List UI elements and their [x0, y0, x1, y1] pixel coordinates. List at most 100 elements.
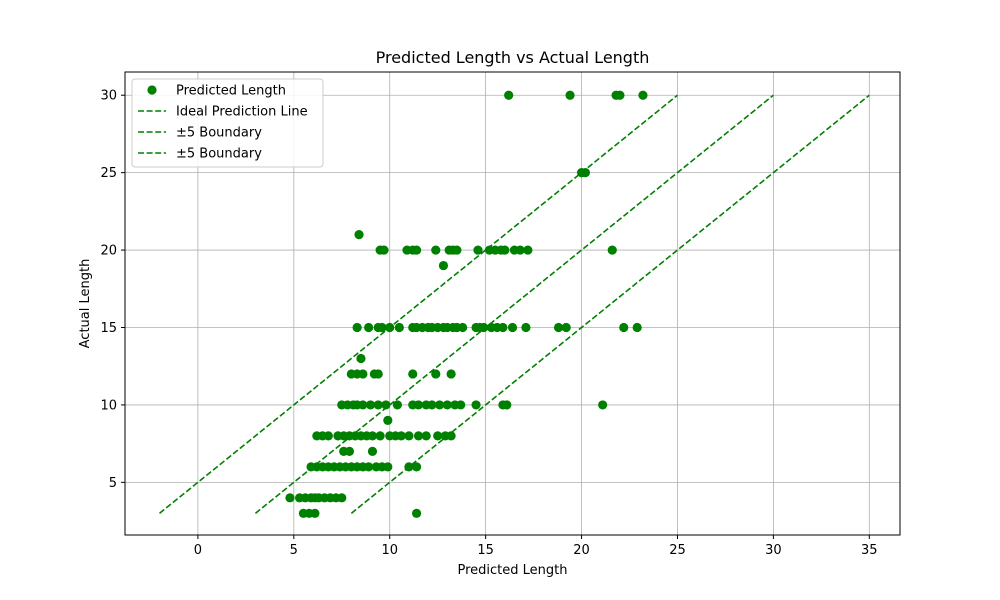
scatter-point	[580, 168, 590, 178]
scatter-point	[523, 245, 533, 255]
scatter-point	[367, 446, 378, 456]
legend-label: Ideal Prediction Line	[176, 105, 308, 120]
scatter-point	[310, 508, 320, 518]
x-axis-label: Predicted Length	[458, 563, 568, 578]
scatter-point	[408, 369, 418, 379]
x-tick-label: 30	[765, 543, 782, 558]
x-tick-label: 10	[381, 543, 398, 558]
x-tick-label: 20	[573, 543, 590, 558]
legend-box	[131, 78, 324, 168]
scatter-point	[365, 400, 376, 410]
x-tick-label: 15	[477, 543, 494, 558]
scatter-point	[358, 400, 368, 410]
scatter-point	[352, 322, 362, 333]
series-layer	[159, 90, 870, 518]
scatter-point	[431, 369, 441, 379]
scatter-point	[561, 322, 571, 333]
y-tick-label: 30	[100, 89, 117, 104]
scatter-point	[364, 322, 374, 333]
y-tick-label: 15	[100, 321, 117, 336]
y-tick-label: 5	[109, 476, 117, 491]
series-line-1	[254, 94, 774, 514]
x-tick-label: 0	[194, 543, 202, 558]
plot-frame	[124, 71, 901, 536]
scatter-point	[413, 400, 424, 410]
scatter-point	[413, 431, 424, 441]
y-tick-label: 10	[100, 398, 117, 413]
scatter-point	[356, 353, 366, 364]
scatter-point	[337, 493, 347, 503]
scatter-point	[404, 462, 414, 472]
scatter-point	[358, 369, 368, 379]
legend-label: ±5 Boundary	[176, 147, 262, 162]
scatter-point	[458, 322, 468, 333]
legend-marker	[147, 85, 157, 95]
y-axis-ticks: 5 10 15 20 25 30	[100, 89, 125, 491]
scatter-point	[442, 400, 452, 410]
y-axis-label: Actual Length	[78, 259, 93, 349]
scatter-point	[385, 322, 395, 333]
x-tick-label: 5	[290, 543, 298, 558]
scatter-point	[507, 322, 518, 333]
scatter-point	[479, 322, 489, 333]
scatter-point	[607, 245, 617, 255]
scatter-point	[504, 90, 514, 100]
scatter-point	[323, 431, 333, 441]
scatter-point	[438, 260, 449, 271]
scatter-point	[379, 245, 389, 255]
series-line-2	[159, 94, 678, 514]
scatter-point	[354, 229, 364, 240]
scatter-point	[373, 400, 383, 410]
x-tick-label: 35	[861, 543, 878, 558]
scatter-point	[377, 322, 387, 333]
scatter-point	[473, 245, 483, 255]
scatter-point	[615, 90, 625, 100]
scatter-point	[421, 431, 431, 441]
scatter-point	[502, 400, 512, 410]
x-tick-label: 25	[669, 543, 686, 558]
scatter-point	[285, 493, 295, 503]
scatter-point	[446, 369, 456, 379]
scatter-point	[431, 245, 441, 255]
chart-title: Predicted Length vs Actual Length	[376, 48, 650, 67]
scatter-point	[367, 431, 378, 441]
scatter-point	[344, 446, 355, 456]
scatter-point	[446, 431, 456, 441]
scatter-point	[498, 322, 508, 333]
legend-label: ±5 Boundary	[176, 126, 262, 141]
scatter-point	[375, 431, 385, 441]
scatter-point	[515, 245, 525, 255]
scatter-point	[373, 369, 383, 379]
scatter-point	[433, 431, 443, 441]
scatter-point	[619, 322, 629, 333]
scatter-point	[394, 322, 404, 333]
series-line-3	[350, 94, 870, 514]
scatter-point	[383, 415, 393, 426]
scatter-point	[471, 400, 481, 410]
scatter-point	[383, 462, 393, 472]
x-axis-ticks: 0 5 10 15 20 25 30 35	[194, 535, 878, 558]
scatter-point	[411, 245, 422, 255]
scatter-point	[427, 400, 437, 410]
scatter-point	[632, 322, 642, 333]
scatter-point	[565, 90, 575, 100]
scatter-point	[553, 322, 564, 333]
scatter-point	[638, 90, 648, 100]
scatter-point	[411, 508, 422, 518]
y-tick-label: 25	[100, 166, 117, 181]
scatter-point	[364, 462, 374, 472]
scatter-point	[452, 245, 462, 255]
legend-label: Predicted Length	[176, 84, 286, 99]
scatter-point	[435, 400, 445, 410]
y-tick-label: 20	[100, 244, 117, 259]
scatter-point	[396, 431, 406, 441]
scatter-point	[411, 462, 422, 472]
legend: Predicted Length Ideal Prediction Line ±5 …	[131, 78, 324, 168]
scatter-point	[381, 400, 391, 410]
scatter-point	[456, 400, 466, 410]
scatter-point	[392, 400, 403, 410]
scatter-point	[598, 400, 608, 410]
scatter-point	[404, 431, 414, 441]
scatter-point	[521, 322, 531, 333]
